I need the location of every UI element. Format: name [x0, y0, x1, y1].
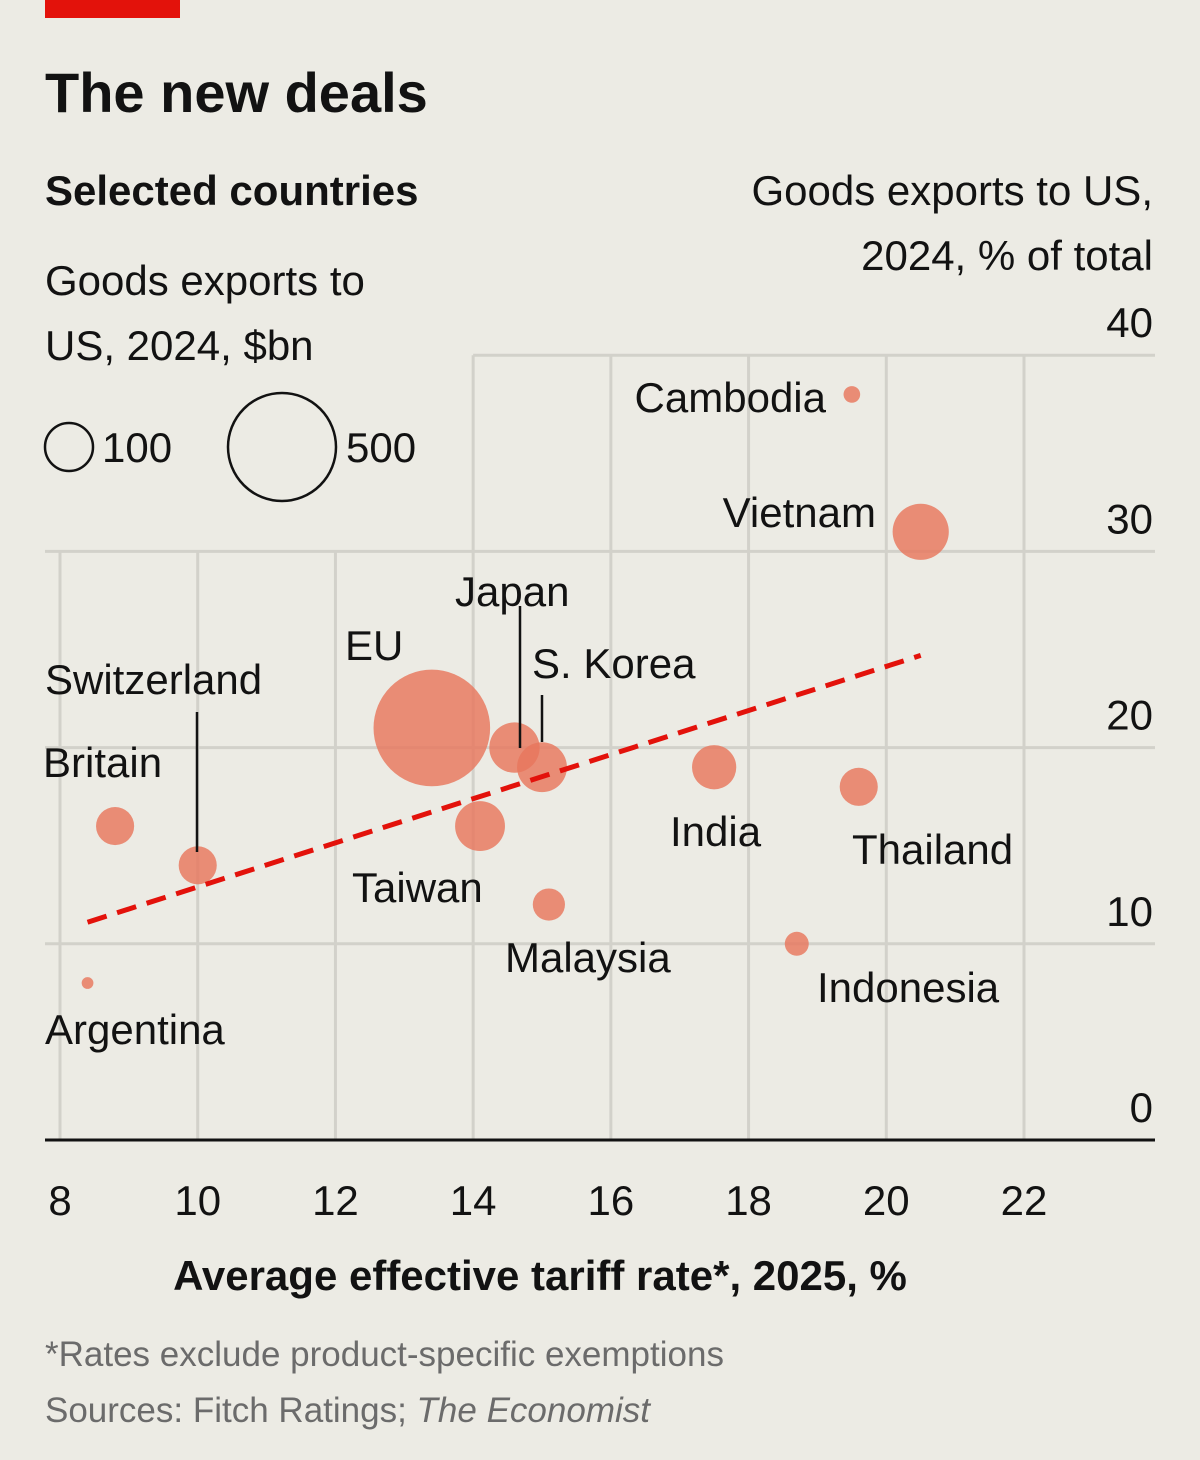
x-axis-title: Average effective tariff rate*, 2025, % — [173, 1252, 907, 1299]
size-legend-circle-500 — [226, 391, 338, 503]
size-legend-label-500: 500 — [346, 424, 416, 471]
bubbles — [81, 386, 949, 989]
x-tick-label: 18 — [725, 1177, 772, 1224]
label-cambodia: Cambodia — [635, 374, 827, 421]
sources-prefix: Sources: Fitch Ratings; — [45, 1391, 417, 1430]
x-tick-label: 22 — [1001, 1177, 1048, 1224]
bubble-india — [692, 745, 737, 790]
tick-labels: 8 10 12 14 16 18 20 22 0 10 20 30 40 — [48, 299, 1153, 1224]
label-malaysia: Malaysia — [505, 934, 671, 981]
bubble-britain — [96, 807, 135, 846]
x-tick-label: 10 — [174, 1177, 221, 1224]
size-legend-title-2: US, 2024, $bn — [45, 322, 314, 369]
label-taiwan: Taiwan — [352, 864, 483, 911]
bubble-taiwan — [455, 801, 505, 852]
x-tick-label: 8 — [48, 1177, 71, 1224]
bubble-thailand — [839, 767, 878, 806]
chart-subtitle: Selected countries — [45, 167, 418, 214]
size-legend-title-1: Goods exports to — [45, 257, 365, 304]
sources-italic: The Economist — [417, 1391, 652, 1430]
x-tick-label: 20 — [863, 1177, 910, 1224]
label-s-korea: S. Korea — [532, 640, 696, 687]
y-axis-title-1: Goods exports to US, — [751, 167, 1153, 214]
bubble-cambodia — [843, 386, 861, 403]
y-tick-label: 30 — [1106, 495, 1153, 542]
bubble-s-korea — [517, 742, 567, 793]
size-legend-circle-100 — [43, 421, 95, 473]
label-vietnam: Vietnam — [723, 489, 876, 536]
bubble-switzerland — [178, 846, 217, 885]
bubble-vietnam — [892, 503, 949, 560]
label-switzerland: Switzerland — [45, 656, 262, 703]
label-britain: Britain — [43, 739, 162, 786]
label-eu: EU — [345, 622, 403, 669]
x-tick-label: 16 — [587, 1177, 634, 1224]
size-legend-label-100: 100 — [102, 424, 172, 471]
y-tick-label: 10 — [1106, 888, 1153, 935]
bubble-malaysia — [532, 888, 565, 921]
footnote: *Rates exclude product-specific exemptio… — [45, 1335, 724, 1374]
chart-title: The new deals — [45, 61, 428, 124]
label-thailand: Thailand — [852, 826, 1013, 873]
gridlines — [45, 353, 1155, 1140]
label-japan: Japan — [455, 568, 569, 615]
label-indonesia: Indonesia — [817, 964, 1000, 1011]
y-axis-title-2: 2024, % of total — [861, 232, 1153, 279]
y-tick-label: 20 — [1106, 692, 1153, 739]
leader-lines — [195, 606, 544, 852]
bubble-indonesia — [784, 931, 809, 956]
accent-bar — [45, 0, 180, 18]
point-labels: Cambodia Vietnam EU Japan S. Korea India Thail… — [43, 374, 1013, 1053]
label-india: India — [670, 808, 762, 855]
y-tick-label: 0 — [1130, 1084, 1153, 1131]
trend-line — [86, 653, 922, 925]
x-tick-label: 14 — [450, 1177, 497, 1224]
label-argentina: Argentina — [45, 1006, 225, 1053]
bubble-eu — [373, 669, 491, 787]
bubble-argentina — [81, 977, 94, 989]
x-tick-label: 12 — [312, 1177, 359, 1224]
y-tick-label: 40 — [1106, 299, 1153, 346]
sources: Sources: Fitch Ratings; The Economist — [45, 1391, 651, 1430]
